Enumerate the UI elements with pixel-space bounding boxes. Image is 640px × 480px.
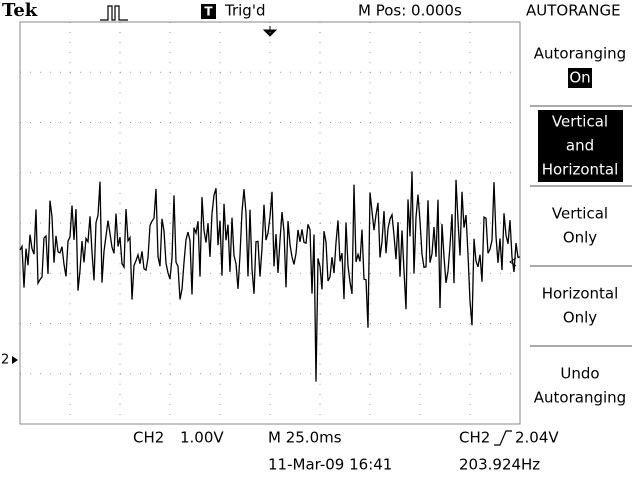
channel-marker: 2 bbox=[1, 353, 9, 368]
vertical-scale: 1.00V bbox=[180, 429, 224, 447]
frequency: 203.924Hz bbox=[459, 456, 540, 474]
channel-marker-arrow bbox=[12, 356, 18, 364]
acquire-icon bbox=[100, 5, 128, 21]
trigger-channel: CH2 bbox=[459, 429, 490, 447]
menu-label: Undo bbox=[560, 365, 599, 383]
menu-selected-box bbox=[538, 110, 623, 182]
trigger-status: Trig'd bbox=[224, 2, 265, 20]
horizontal-position: M Pos: 0.000s bbox=[358, 2, 462, 20]
menu-title: AUTORANGE bbox=[526, 2, 621, 20]
menu-label: Autoranging bbox=[534, 45, 626, 63]
trigger-level: 2.04V bbox=[515, 429, 559, 447]
timebase: M 25.0ms bbox=[268, 429, 342, 447]
menu-label: Vertical bbox=[552, 113, 608, 131]
menu-label: and bbox=[566, 137, 594, 155]
menu-value: On bbox=[569, 69, 590, 87]
menu-label: Horizontal bbox=[542, 285, 619, 303]
brand: Tek bbox=[2, 0, 38, 21]
trigger-icon: T bbox=[204, 5, 213, 19]
menu-label: Only bbox=[563, 229, 597, 247]
screen-border bbox=[19, 21, 521, 425]
trigger-position-marker bbox=[262, 26, 278, 37]
menu-value-box bbox=[568, 68, 592, 88]
side-menu: Autoranging On Vertical and Horizontal Vertic… bbox=[530, 45, 632, 407]
waveform bbox=[19, 171, 521, 382]
menu-label: Vertical bbox=[552, 205, 608, 223]
trigger-icon-box bbox=[201, 4, 216, 19]
menu-label: Only bbox=[563, 309, 597, 327]
menu-label: Autoranging bbox=[534, 389, 626, 407]
channel-label: CH2 bbox=[133, 429, 164, 447]
date-time: 11-Mar-09 16:41 bbox=[268, 456, 392, 474]
trigger-slope bbox=[494, 430, 512, 446]
trigger-level-marker bbox=[509, 257, 517, 267]
menu-label: Horizontal bbox=[542, 161, 619, 179]
